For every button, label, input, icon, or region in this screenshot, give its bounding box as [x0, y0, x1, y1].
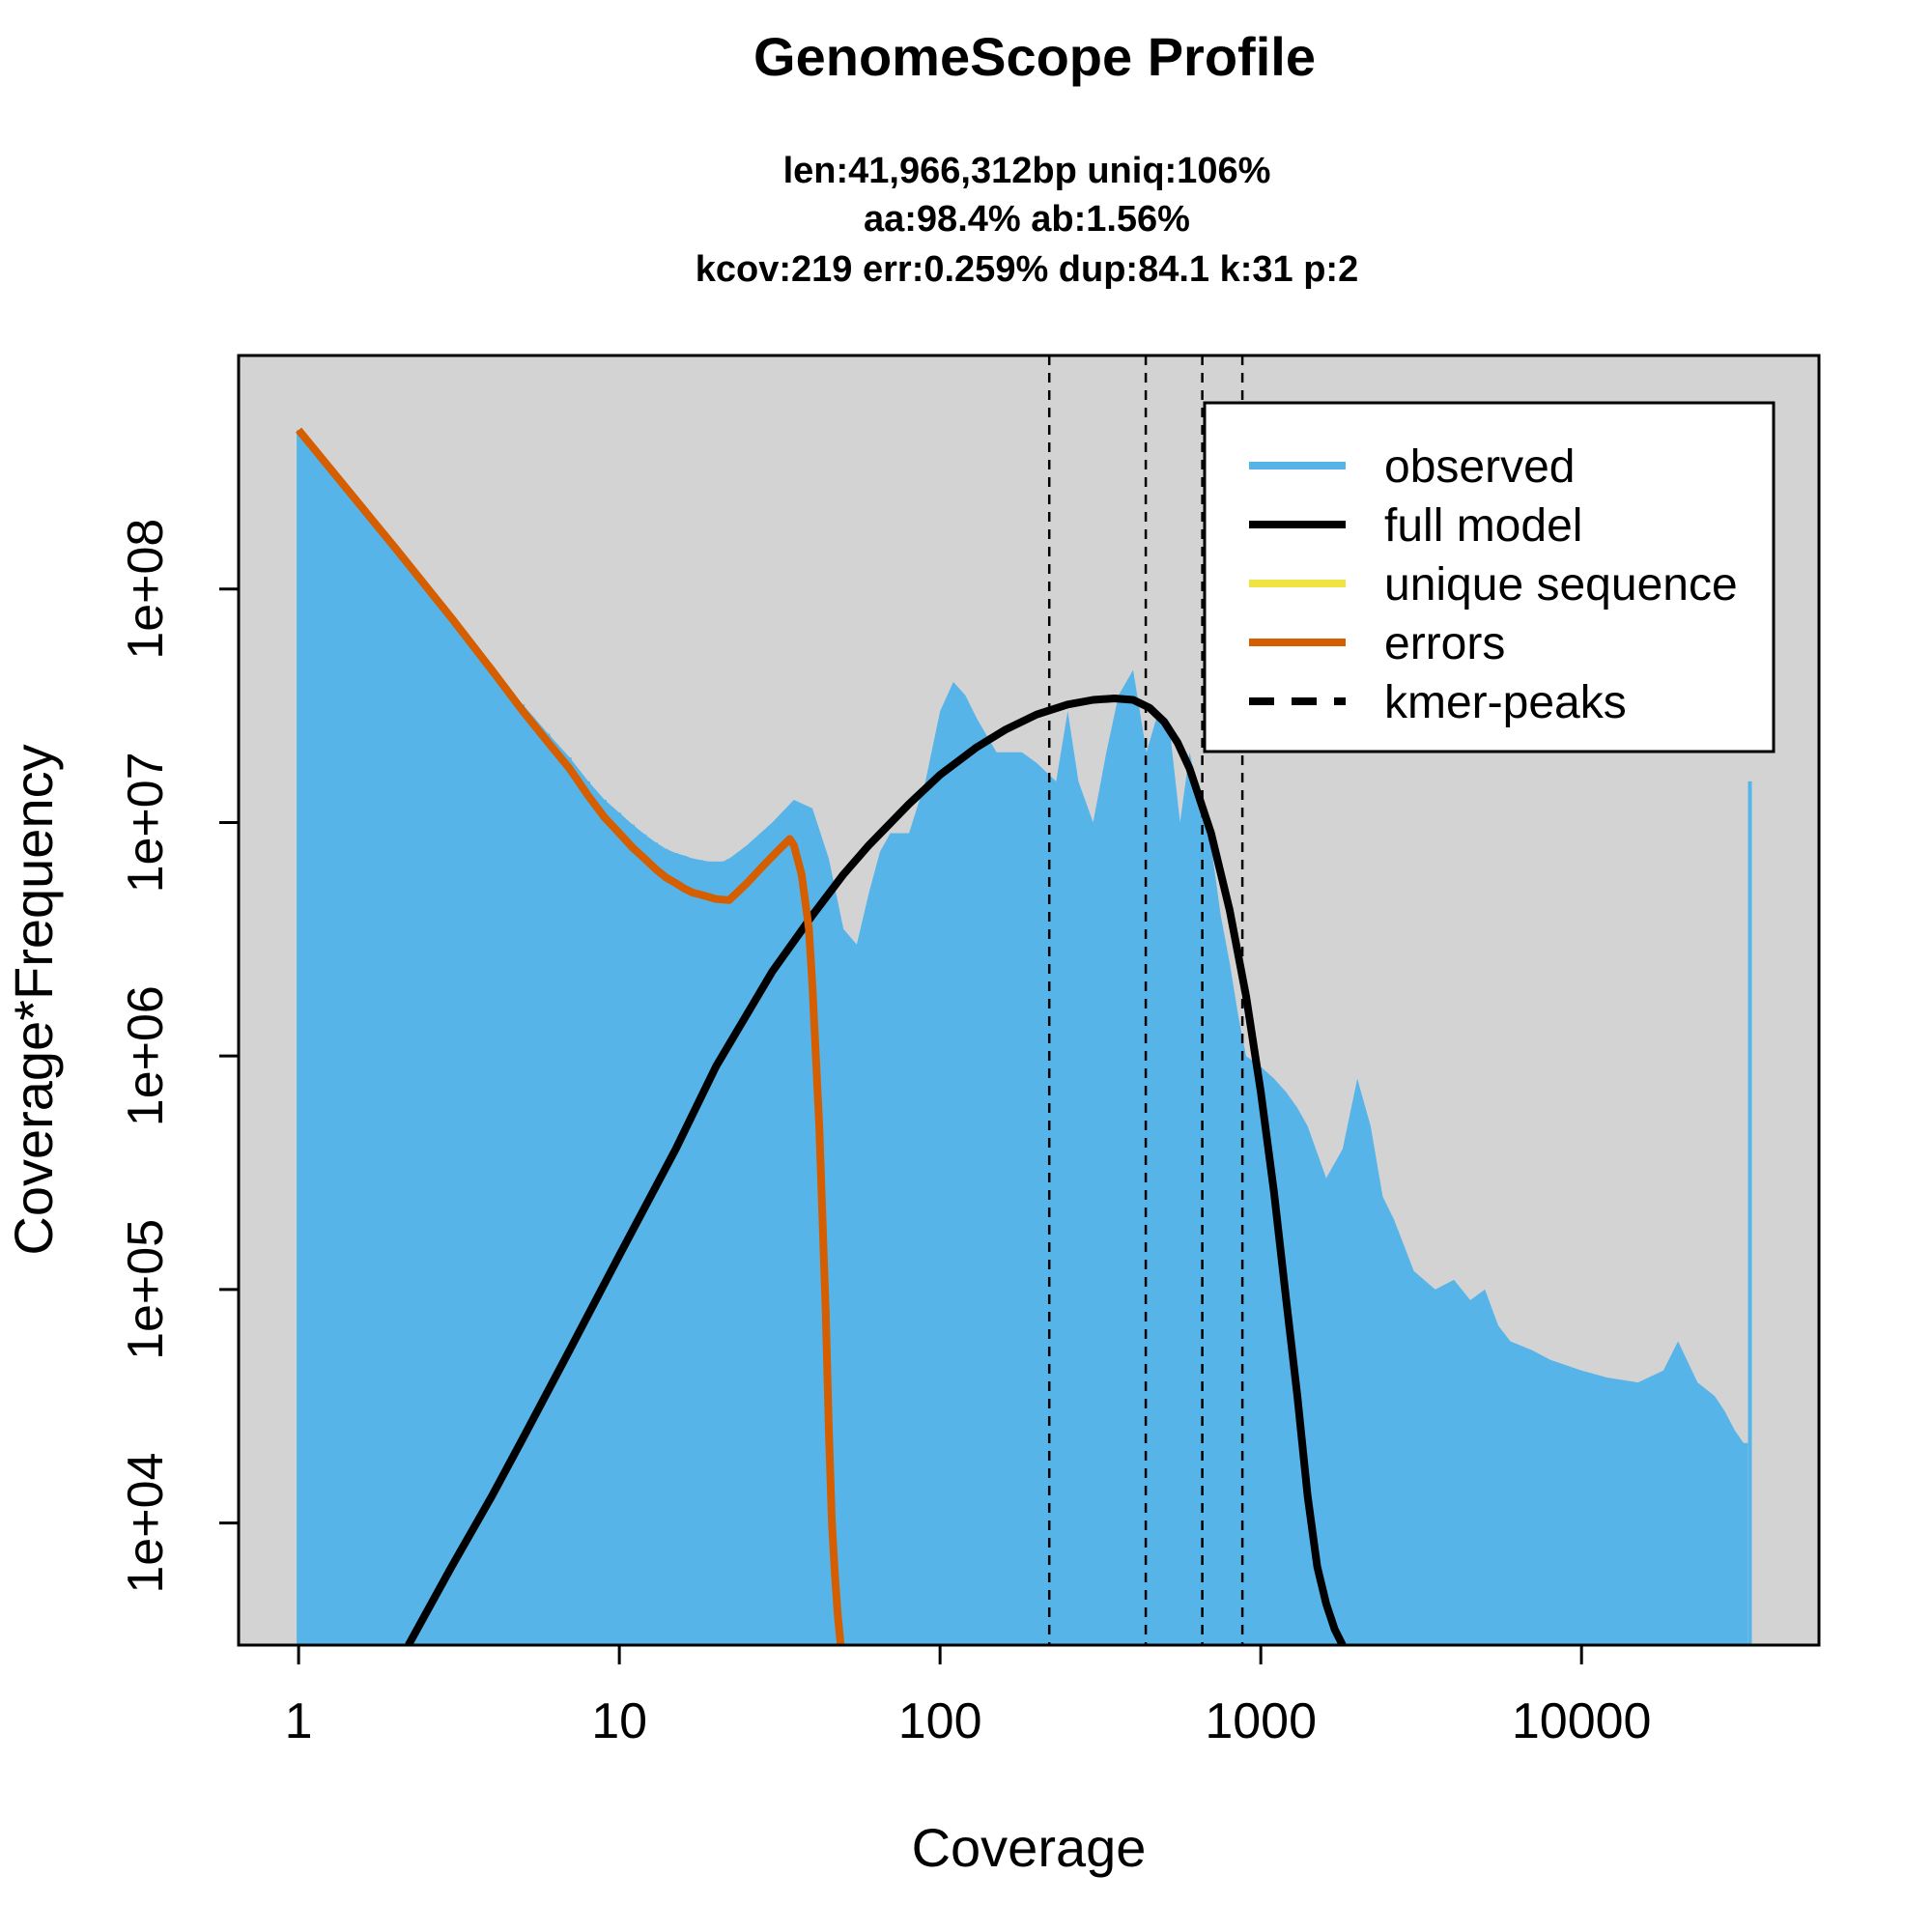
y-tick-label: 1e+04 [118, 1453, 174, 1594]
y-tick-label: 1e+07 [118, 752, 174, 893]
chart-subtitle-line-3: kcov:219 err:0.259% dup:84.1 k:31 p:2 [696, 249, 1358, 290]
series-layer [296, 355, 1752, 1645]
series-observed-area [298, 430, 1748, 1645]
series-full-model-line [405, 695, 1347, 1645]
legend-label-kmer-peaks: kmer-peaks [1384, 677, 1627, 728]
legend-label-full-model: full model [1384, 500, 1582, 552]
legend-label-errors: errors [1384, 618, 1505, 669]
series-errors-line [296, 427, 845, 1645]
legend-label-observed: observed [1384, 441, 1575, 493]
legend: observed full model unique sequence errors k… [1203, 401, 1776, 753]
legend-box [1203, 401, 1776, 753]
y-axis: 1e+04 1e+05 1e+06 1e+07 1e+08 [118, 519, 241, 1594]
x-tick-label: 10 [591, 1693, 647, 1749]
chart-subtitle-line-1: len:41,966,312bp uniq:106% [783, 151, 1271, 191]
x-tick-label: 1 [285, 1693, 313, 1749]
chart-title: GenomeScope Profile [753, 26, 1316, 87]
x-tick-label: 100 [898, 1693, 982, 1749]
x-axis: 1 10 100 1000 10000 [285, 1643, 1652, 1749]
x-tick-label: 10000 [1512, 1693, 1652, 1749]
y-tick-label: 1e+06 [118, 985, 174, 1126]
x-tick-label: 1000 [1205, 1693, 1317, 1749]
y-axis-title: Coverage*Frequency [3, 744, 64, 1255]
x-axis-title: Coverage [912, 1817, 1147, 1878]
y-tick-label: 1e+08 [118, 519, 174, 660]
y-tick-label: 1e+05 [118, 1219, 174, 1360]
chart-subtitle-line-2: aa:98.4% ab:1.56% [864, 199, 1190, 240]
legend-label-unique-sequence: unique sequence [1384, 559, 1738, 611]
